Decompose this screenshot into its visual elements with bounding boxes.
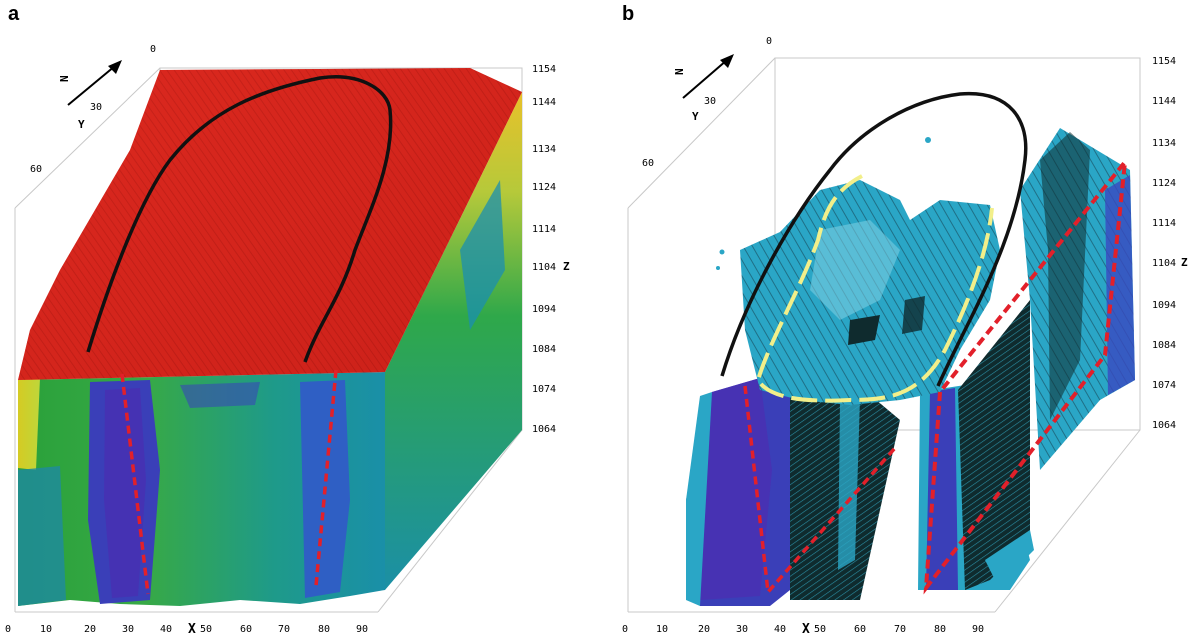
panel-b-x-tick: 70 <box>894 624 906 635</box>
panel-a-z-axis: 1154 1144 1134 1124 1114 1104 Z 1094 108… <box>532 64 570 435</box>
panel-a-x-tick: 20 <box>84 624 96 635</box>
panel-a-z-tick: 1154 <box>532 64 556 75</box>
panel-b-speck <box>719 249 725 255</box>
panel-b-back-slab-blue <box>1105 175 1135 395</box>
panel-a-z-tick: 1114 <box>532 224 556 235</box>
panel-b-z-tick: 1084 <box>1152 340 1176 351</box>
panel-b-speck <box>716 266 720 270</box>
panel-b-x-tick: 50 <box>814 624 826 635</box>
panel-a-x-axis: 0 10 20 30 40 X 50 60 70 80 90 <box>5 622 368 637</box>
panel-a-z-tick: 1064 <box>532 424 556 435</box>
panel-b-fault-outline <box>923 155 1128 595</box>
panel-b-x-tick: 90 <box>972 624 984 635</box>
panel-b-label: b <box>622 3 634 25</box>
panel-b-right-block-tip <box>985 530 1034 586</box>
panel-a: a N 0 30 <box>5 3 570 637</box>
panel-a-fault-line <box>120 373 150 595</box>
panel-a-z-tick: 1104 <box>532 262 556 273</box>
panel-b-left-block-edge <box>686 392 712 606</box>
panel-a-x-tick: 90 <box>356 624 368 635</box>
panel-a-x-tick: 60 <box>240 624 252 635</box>
panel-b-x-tick: 40 <box>774 624 786 635</box>
panel-a-conductive-patch <box>180 382 260 408</box>
panel-b-isosurface-hole <box>848 315 880 345</box>
panel-a-top-texture <box>18 68 522 380</box>
panel-a-z-axis-name: Z <box>563 260 570 273</box>
panel-a-x-tick: 50 <box>200 624 212 635</box>
panel-a-z-tick: 1134 <box>532 144 556 155</box>
panel-b-x-axis: 0 10 20 30 40 X 50 60 70 80 90 <box>622 622 984 637</box>
panel-a-x-tick: 0 <box>5 624 11 635</box>
panel-b-z-tick: 1094 <box>1152 300 1176 311</box>
panel-a-black-outline <box>86 75 393 363</box>
panel-b-x-tick: 80 <box>934 624 946 635</box>
panel-b-right-block-core <box>926 388 958 590</box>
panel-a-x-tick: 70 <box>278 624 290 635</box>
panel-b-z-tick: 1064 <box>1152 420 1176 431</box>
panel-b-frame-edge <box>627 57 776 209</box>
panel-a-x-tick: 80 <box>318 624 330 635</box>
panel-b-black-outline <box>720 91 1028 387</box>
panel-b-z-tick: 1114 <box>1152 218 1176 229</box>
panel-a-label: a <box>8 3 20 25</box>
panel-b-left-block-core <box>690 378 772 600</box>
panel-b: b <box>622 3 1188 637</box>
panel-b-yellow-boundary <box>755 174 994 403</box>
panel-b-x-axis-name: X <box>802 622 810 637</box>
panel-b-y-tick: 0 <box>766 36 772 47</box>
panel-b-x-tick: 30 <box>736 624 748 635</box>
panel-a-y-axis-name: Y <box>78 118 85 131</box>
panel-b-y-tick: 60 <box>642 158 654 169</box>
panel-a-frame-edge <box>14 67 161 209</box>
panel-b-face-sliver <box>838 398 860 570</box>
panel-b-z-tick: 1104 <box>1152 258 1176 269</box>
panel-a-north-arrow: N <box>58 60 122 106</box>
panel-b-isosurface-hole <box>902 296 925 334</box>
panel-b-y-tick: 30 <box>704 96 716 107</box>
panel-b-right-dark-face <box>958 300 1030 590</box>
panel-b-y-axis-name: Y <box>692 110 699 123</box>
panel-b-x-tick: 20 <box>698 624 710 635</box>
panel-a-x-tick: 30 <box>122 624 134 635</box>
panel-a-frame-edge <box>377 429 523 613</box>
panel-b-frame-edge <box>994 429 1141 613</box>
panel-b-z-tick: 1134 <box>1152 138 1176 149</box>
panel-b-fault-outline <box>743 385 897 597</box>
panel-b-back-slab-shade <box>1040 132 1090 420</box>
panel-a-x-axis-name: X <box>188 622 196 637</box>
panel-a-north-label: N <box>58 75 71 82</box>
panel-a-front-face-edge <box>18 378 40 470</box>
panel-a-z-tick: 1084 <box>532 344 556 355</box>
panel-a-z-tick: 1144 <box>532 97 556 108</box>
panel-a-y-tick: 60 <box>30 164 42 175</box>
panel-b-north-arrow: N <box>673 54 734 99</box>
panel-b-isosurface-highlight <box>810 220 900 320</box>
panel-a-z-tick: 1074 <box>532 384 556 395</box>
panel-a-z-tick: 1124 <box>532 182 556 193</box>
panel-b-z-tick: 1074 <box>1152 380 1176 391</box>
panel-a-fault-line <box>314 369 338 587</box>
panel-a-y-tick: 0 <box>150 44 156 55</box>
panel-b-x-tick: 0 <box>622 624 628 635</box>
panel-b-north-label: N <box>673 68 686 75</box>
panel-a-y-tick: 30 <box>90 102 102 113</box>
panel-b-z-axis: 1154 1144 1134 1124 1114 1104 Z 1094 108… <box>1152 56 1188 431</box>
panel-b-x-tick: 10 <box>656 624 668 635</box>
panel-a-z-tick: 1094 <box>532 304 556 315</box>
panel-a-x-tick: 10 <box>40 624 52 635</box>
panel-b-z-tick: 1144 <box>1152 96 1176 107</box>
panel-b-speck <box>925 137 931 143</box>
panel-a-x-tick: 40 <box>160 624 172 635</box>
panel-b-x-tick: 60 <box>854 624 866 635</box>
panel-a-right-face-shade <box>460 180 505 330</box>
panel-b-z-tick: 1154 <box>1152 56 1176 67</box>
panel-a-conductive-core <box>104 388 146 598</box>
panel-a-front-face-shade <box>18 466 66 606</box>
panel-b-z-tick: 1124 <box>1152 178 1176 189</box>
panel-b-z-axis-name: Z <box>1181 256 1188 269</box>
